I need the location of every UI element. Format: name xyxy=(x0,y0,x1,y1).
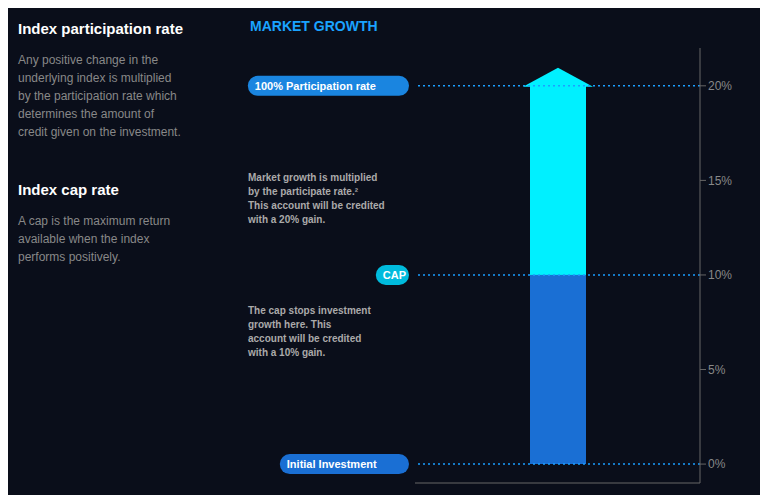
html-text:MARKET GROWTH: MARKET GROWTH xyxy=(250,18,378,34)
svg-text:CAP: CAP xyxy=(383,269,406,281)
svg-text:Initial Investment: Initial Investment xyxy=(287,458,377,470)
svg-text:10%: 10% xyxy=(708,268,732,282)
svg-text:20%: 20% xyxy=(708,79,732,93)
svg-text:0%: 0% xyxy=(708,457,726,471)
html-text:Index cap rate: Index cap rate xyxy=(18,181,119,198)
html-text:Index participation rate: Index participation rate xyxy=(18,20,183,37)
svg-text:100% Participation rate: 100% Participation rate xyxy=(255,80,376,92)
html-text:The cap stops investment growt: The cap stops investment growth here. Th… xyxy=(248,305,371,358)
svg-text:15%: 15% xyxy=(708,174,732,188)
html-text:A cap is the maximum return av: A cap is the maximum return available wh… xyxy=(18,214,171,264)
svg-text:5%: 5% xyxy=(708,363,726,377)
html-text:Market growth is multiplied by: Market growth is multiplied by the parti… xyxy=(248,172,385,225)
html-text:Any positive change in the und: Any positive change in the underlying in… xyxy=(18,53,181,139)
